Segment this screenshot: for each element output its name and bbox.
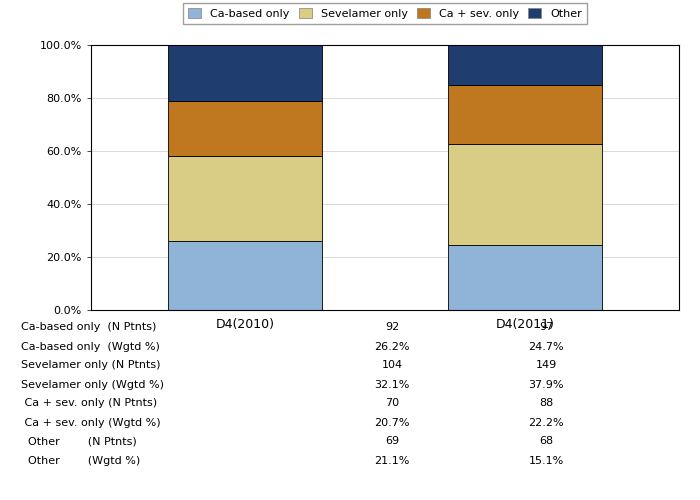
Text: Other        (N Ptnts): Other (N Ptnts)	[21, 436, 136, 446]
Text: Sevelamer only (Wgtd %): Sevelamer only (Wgtd %)	[21, 380, 164, 390]
Text: 21.1%: 21.1%	[374, 456, 409, 466]
Text: 24.7%: 24.7%	[528, 342, 564, 351]
Text: 32.1%: 32.1%	[374, 380, 409, 390]
Bar	[168, 156, 322, 240]
Text: 149: 149	[536, 360, 556, 370]
Text: Ca + sev. only (Wgtd %): Ca + sev. only (Wgtd %)	[21, 418, 160, 428]
Bar	[168, 44, 322, 100]
Text: 88: 88	[539, 398, 553, 408]
Text: 92: 92	[385, 322, 399, 332]
Bar	[448, 244, 602, 310]
Text: 104: 104	[382, 360, 402, 370]
Bar	[168, 240, 322, 310]
Text: 97: 97	[539, 322, 553, 332]
Text: Ca-based only  (Wgtd %): Ca-based only (Wgtd %)	[21, 342, 160, 351]
Legend: Ca-based only, Sevelamer only, Ca + sev. only, Other: Ca-based only, Sevelamer only, Ca + sev.…	[183, 3, 587, 24]
Text: 37.9%: 37.9%	[528, 380, 564, 390]
Bar	[448, 46, 602, 86]
Text: 69: 69	[385, 436, 399, 446]
Text: 22.2%: 22.2%	[528, 418, 564, 428]
Text: 26.2%: 26.2%	[374, 342, 409, 351]
Text: Sevelamer only (N Ptnts): Sevelamer only (N Ptnts)	[21, 360, 160, 370]
Bar	[168, 100, 322, 156]
Text: Ca + sev. only (N Ptnts): Ca + sev. only (N Ptnts)	[21, 398, 157, 408]
Text: 70: 70	[385, 398, 399, 408]
Bar	[448, 86, 602, 144]
Text: 15.1%: 15.1%	[528, 456, 564, 466]
Text: 68: 68	[539, 436, 553, 446]
Bar	[448, 144, 602, 244]
Text: 20.7%: 20.7%	[374, 418, 409, 428]
Text: Ca-based only  (N Ptnts): Ca-based only (N Ptnts)	[21, 322, 156, 332]
Text: Other        (Wgtd %): Other (Wgtd %)	[21, 456, 140, 466]
